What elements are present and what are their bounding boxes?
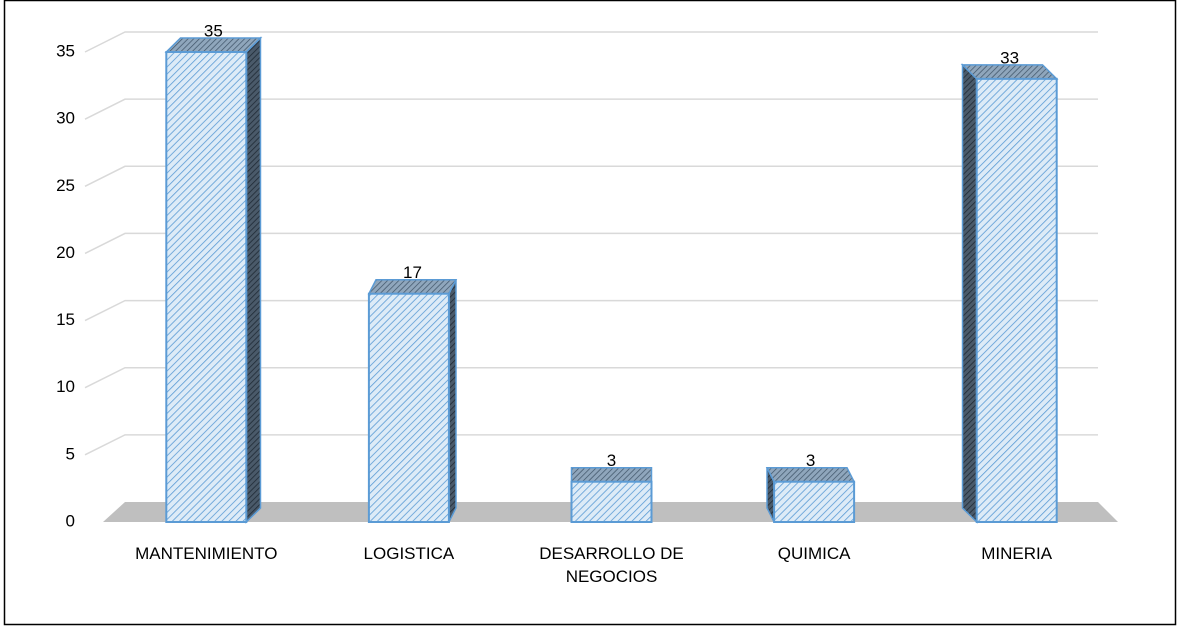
- grid-line: [84, 299, 1098, 322]
- bar: [773, 480, 856, 524]
- grid-line: [84, 366, 1098, 389]
- y-tick-label: 5: [66, 444, 75, 463]
- grid-line: [84, 434, 1098, 456]
- x-tick-label: MINERIA: [981, 544, 1053, 563]
- x-tick-label: QUIMICA: [777, 544, 851, 563]
- data-label: 35: [204, 21, 223, 40]
- bar: [975, 77, 1058, 523]
- y-tick-label: 20: [56, 243, 75, 262]
- data-label: 17: [403, 263, 422, 282]
- bar: [367, 292, 450, 524]
- y-tick-label: 0: [66, 511, 75, 530]
- x-tick-label: MANTENIMIENTO: [135, 544, 278, 563]
- data-label: 3: [607, 451, 616, 470]
- bar-side: [245, 36, 262, 524]
- grid-line: [84, 165, 1098, 187]
- y-tick-label: 25: [56, 176, 75, 195]
- bar: [165, 51, 248, 523]
- x-tick-label: LOGISTICA: [363, 544, 455, 563]
- bar-side: [448, 279, 457, 523]
- y-tick-label: 30: [56, 109, 75, 128]
- bar-side: [961, 63, 978, 524]
- x-tick-label: DESARROLLO DE NEGOCIOS: [539, 544, 684, 586]
- grid-line: [84, 98, 1098, 120]
- bar: [570, 480, 653, 524]
- data-label: 33: [1000, 48, 1019, 67]
- grid-line: [84, 232, 1098, 255]
- grid-line: [84, 31, 1098, 53]
- data-label: 3: [806, 451, 815, 470]
- frame: [3, 0, 1177, 626]
- y-tick-label: 10: [56, 377, 75, 396]
- y-tick-label: 15: [56, 310, 75, 329]
- y-tick-label: 35: [56, 41, 75, 60]
